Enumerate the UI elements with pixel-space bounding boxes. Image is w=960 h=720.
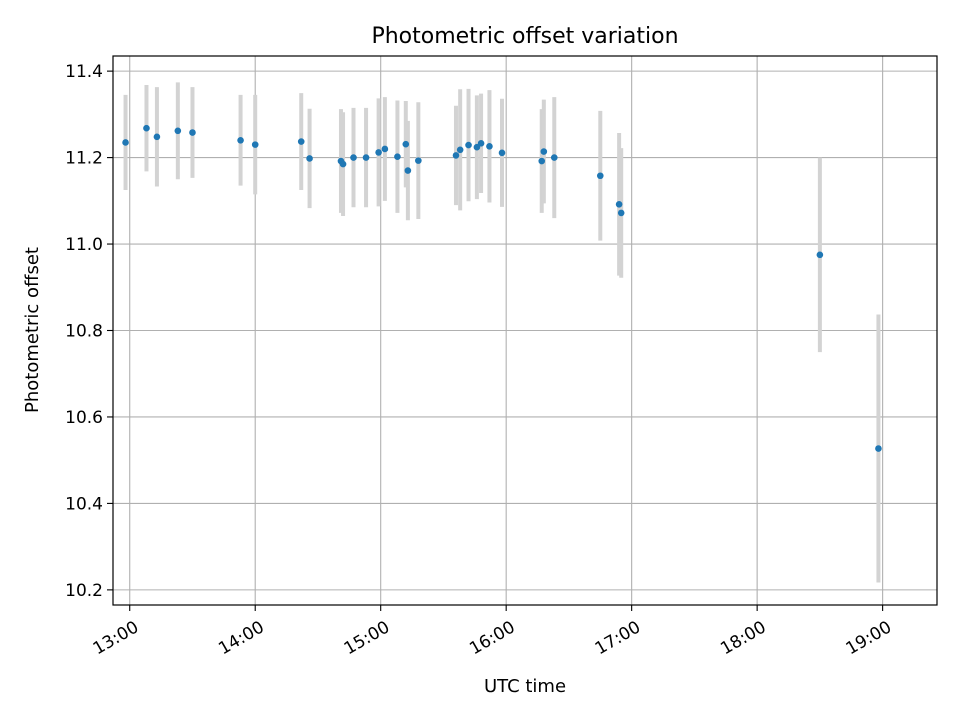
data-point (875, 445, 882, 452)
y-tick-label: 11.0 (65, 235, 103, 255)
data-point (816, 251, 824, 259)
data-point (189, 129, 196, 136)
plot-frame (112, 55, 938, 606)
data-point (402, 140, 410, 148)
data-point (174, 127, 182, 135)
data-point (143, 124, 150, 132)
data-point (452, 152, 460, 159)
grid-layer (113, 56, 937, 605)
y-axis-label: Photometric offset (22, 247, 43, 413)
x-axis-label: UTC time (484, 676, 566, 697)
data-point (465, 141, 472, 149)
point-layer (122, 124, 882, 452)
y-tick-label: 10.2 (65, 581, 103, 601)
data-point (297, 138, 305, 145)
y-tick-label: 11.4 (65, 62, 103, 82)
data-point (339, 160, 347, 168)
data-point (477, 140, 485, 147)
data-point (153, 133, 161, 141)
data-point (404, 167, 412, 174)
data-point (540, 148, 548, 155)
data-point (550, 154, 558, 161)
data-point (486, 143, 493, 150)
data-point (456, 146, 464, 154)
data-point (362, 154, 370, 161)
data-point (381, 145, 389, 153)
y-tick-label: 10.4 (65, 494, 103, 514)
data-point (415, 157, 422, 164)
data-point (375, 149, 382, 156)
data-point (538, 157, 546, 165)
data-point (473, 143, 481, 151)
data-point (394, 153, 401, 161)
y-tick-label: 11.2 (65, 149, 103, 169)
data-point (237, 136, 244, 144)
chart-title: Photometric offset variation (371, 24, 678, 49)
data-point (596, 172, 604, 180)
data-point (122, 139, 129, 146)
data-point (498, 149, 506, 157)
y-tick-label: 10.6 (65, 408, 103, 428)
data-point (615, 200, 623, 208)
data-point (350, 154, 357, 161)
data-point (251, 141, 259, 148)
data-point (306, 155, 313, 162)
y-tick-label: 10.8 (65, 322, 103, 342)
data-point (617, 209, 625, 217)
